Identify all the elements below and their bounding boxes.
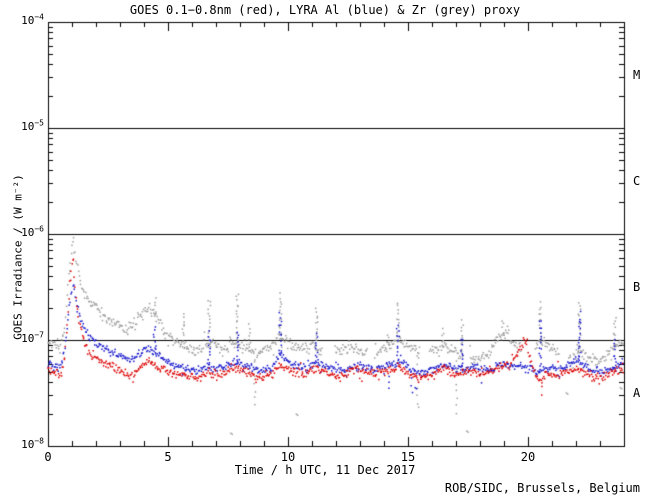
credit-text: ROB/SIDC, Brussels, Belgium <box>444 481 640 495</box>
flare-class-label-a: A <box>633 386 641 400</box>
y-tick-label: 10−8 <box>21 436 44 451</box>
flare-class-label-m: M <box>633 68 641 82</box>
y-tick-label: 10−5 <box>21 118 44 133</box>
x-tick-label: 10 <box>280 450 296 464</box>
x-axis-label: Time / h UTC, 11 Dec 2017 <box>234 463 416 477</box>
y-tick-label: 10−4 <box>21 12 44 27</box>
flare-class-label-b: B <box>633 280 641 294</box>
y-tick-label: 10−7 <box>21 330 44 345</box>
x-tick-label: 5 <box>164 450 172 464</box>
flare-class-label-c: C <box>633 174 641 188</box>
x-tick-label: 15 <box>400 450 416 464</box>
x-tick-label: 0 <box>44 450 52 464</box>
y-tick-label: 10−6 <box>21 224 44 239</box>
y-axis-label: GOES Irradiance / (W m⁻²) <box>11 174 25 340</box>
x-tick-label: 20 <box>520 450 536 464</box>
chart-title: GOES 0.1−0.8nm (red), LYRA Al (blue) & Z… <box>129 3 521 17</box>
